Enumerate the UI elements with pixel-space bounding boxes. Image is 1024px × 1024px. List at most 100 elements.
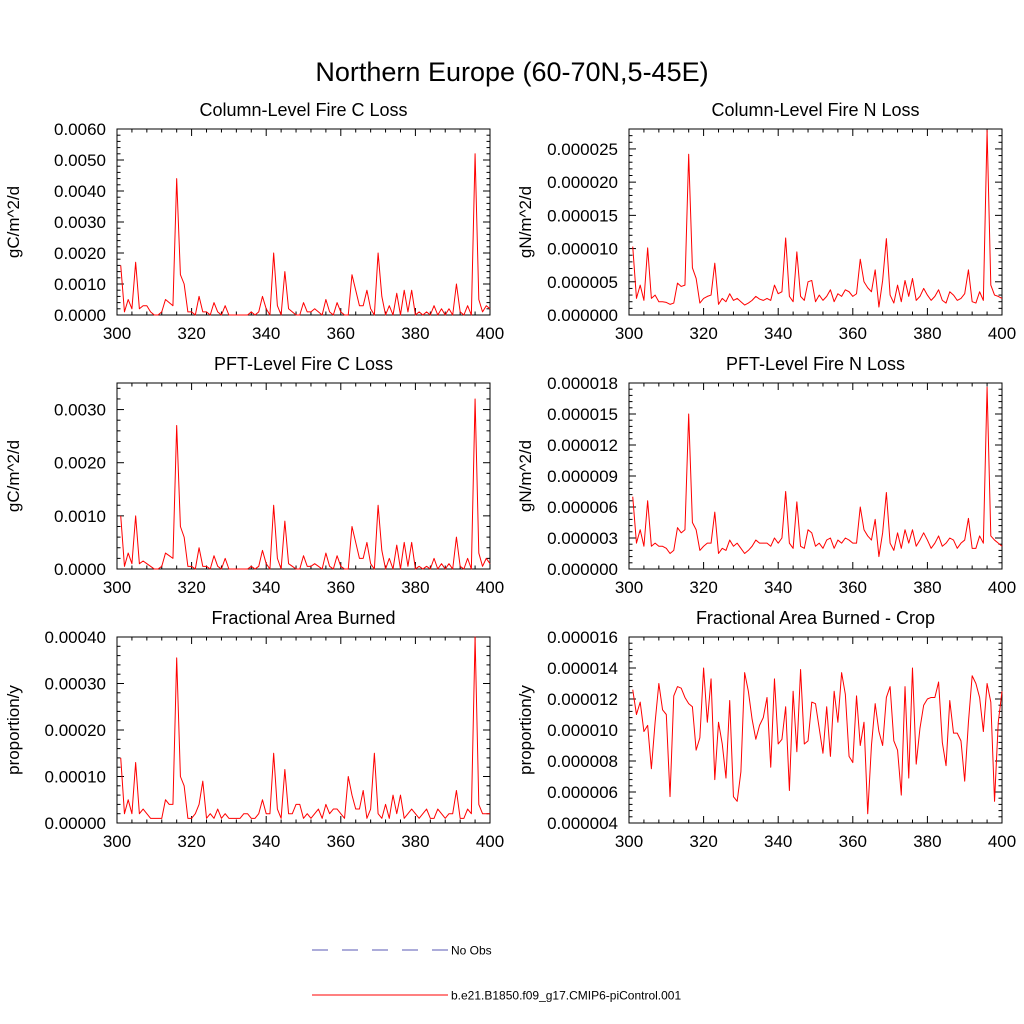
x-tick-label: 400 <box>476 832 504 851</box>
y-tick-label: 0.00040 <box>45 628 106 647</box>
y-tick-label: 0.000000 <box>547 560 618 579</box>
x-tick-label: 380 <box>401 324 429 343</box>
y-tick-label: 0.0020 <box>54 454 106 473</box>
y-tick-label: 0.000009 <box>547 467 618 486</box>
x-tick-label: 360 <box>327 832 355 851</box>
panel-title: Column-Level Fire N Loss <box>711 100 919 120</box>
x-tick-label: 320 <box>689 324 717 343</box>
y-tick-label: 0.000010 <box>547 721 618 740</box>
y-tick-label: 0.000015 <box>547 405 618 424</box>
y-axis-label: gN/m^2/d <box>516 186 535 258</box>
x-tick-label: 380 <box>401 578 429 597</box>
series-line <box>120 398 491 570</box>
x-tick-label: 400 <box>988 578 1016 597</box>
panel-3: 300 320 340 360 380 400 0.0000 0.0010 0.0020 0.00… <box>4 354 504 597</box>
y-tick-label: 0.000000 <box>547 306 618 325</box>
y-tick-label: 0.000020 <box>547 173 618 192</box>
y-tick-label: 0.0030 <box>54 401 106 420</box>
y-tick-label: 0.00030 <box>45 675 106 694</box>
x-tick-label: 320 <box>689 832 717 851</box>
x-tick-label: 380 <box>401 832 429 851</box>
y-tick-label: 0.0060 <box>54 120 106 139</box>
x-tick-label: 300 <box>103 324 131 343</box>
y-tick-label: 0.00020 <box>45 721 106 740</box>
x-tick-label: 400 <box>988 324 1016 343</box>
y-tick-label: 0.000016 <box>547 628 618 647</box>
y-tick-label: 0.000014 <box>547 659 618 678</box>
y-tick-label: 0.0030 <box>54 213 106 232</box>
panel-title: Column-Level Fire C Loss <box>199 100 407 120</box>
x-tick-label: 320 <box>177 324 205 343</box>
plot-frame <box>628 636 1003 824</box>
y-tick-label: 0.0000 <box>54 306 106 325</box>
panel-5: 300 320 340 360 380 400 0.00000 0.00010 0.00020 0… <box>4 608 504 851</box>
y-tick-label: 0.000012 <box>547 690 618 709</box>
y-axis-label: gC/m^2/d <box>4 440 23 512</box>
x-tick-label: 360 <box>839 324 867 343</box>
x-tick-label: 360 <box>327 324 355 343</box>
y-tick-label: 0.0010 <box>54 507 106 526</box>
x-tick-label: 380 <box>913 578 941 597</box>
panel-6: 300 320 340 360 380 400 0.000004 0.000006 0.0000… <box>516 608 1016 851</box>
y-tick-label: 0.00010 <box>45 768 106 787</box>
y-axis-label: gN/m^2/d <box>516 440 535 512</box>
plot-frame <box>116 382 491 570</box>
figure-title: Northern Europe (60-70N,5-45E) <box>315 57 708 87</box>
y-tick-label: 0.000025 <box>547 140 618 159</box>
panel-title: PFT-Level Fire C Loss <box>214 354 393 374</box>
y-tick-label: 0.000010 <box>547 240 618 259</box>
x-tick-label: 300 <box>615 832 643 851</box>
x-tick-label: 400 <box>476 324 504 343</box>
panel-title: Fractional Area Burned - Crop <box>696 608 935 628</box>
series-line <box>632 129 1003 308</box>
x-tick-label: 340 <box>764 324 792 343</box>
x-tick-label: 300 <box>615 324 643 343</box>
series-line <box>120 636 490 819</box>
panels: 300 320 340 360 380 400 0.0000 0.0010 0.0020 0.00… <box>4 100 1016 851</box>
plot-frame <box>628 382 1003 570</box>
y-axis-label: gC/m^2/d <box>4 186 23 258</box>
x-tick-label: 320 <box>177 832 205 851</box>
legend: No Obs b.e21.B1850.f09_g17.CMIP6-piContr… <box>312 944 681 1003</box>
x-tick-label: 300 <box>103 832 131 851</box>
panel-4: 300 320 340 360 380 400 0.000000 0.000003 0.0000… <box>516 354 1016 597</box>
y-tick-label: 0.0020 <box>54 244 106 263</box>
y-tick-label: 0.000018 <box>547 374 618 393</box>
x-tick-label: 340 <box>252 324 280 343</box>
y-tick-label: 0.0050 <box>54 151 106 170</box>
x-tick-label: 340 <box>764 578 792 597</box>
x-tick-label: 340 <box>764 832 792 851</box>
x-tick-label: 360 <box>327 578 355 597</box>
series-line <box>120 153 491 316</box>
y-axis-label: proportion/y <box>4 685 23 775</box>
x-tick-label: 360 <box>839 832 867 851</box>
panel-title: Fractional Area Burned <box>211 608 395 628</box>
x-tick-label: 360 <box>839 578 867 597</box>
legend-label-no-obs: No Obs <box>451 944 492 958</box>
series-line <box>632 386 1003 558</box>
series-line <box>632 667 1003 815</box>
y-tick-label: 0.000008 <box>547 752 618 771</box>
plot-frame <box>116 128 491 316</box>
y-tick-label: 0.0010 <box>54 275 106 294</box>
y-tick-label: 0.000006 <box>547 783 618 802</box>
y-tick-label: 0.000004 <box>547 814 618 833</box>
x-tick-label: 340 <box>252 578 280 597</box>
y-tick-label: 0.00000 <box>45 814 106 833</box>
y-axis-label: proportion/y <box>516 685 535 775</box>
x-tick-label: 380 <box>913 832 941 851</box>
x-tick-label: 300 <box>103 578 131 597</box>
y-tick-label: 0.000012 <box>547 436 618 455</box>
y-tick-label: 0.0000 <box>54 560 106 579</box>
panel-title: PFT-Level Fire N Loss <box>726 354 905 374</box>
panel-1: 300 320 340 360 380 400 0.0000 0.0010 0.0020 0.00… <box>4 100 504 343</box>
x-tick-label: 380 <box>913 324 941 343</box>
y-tick-label: 0.000015 <box>547 206 618 225</box>
x-tick-label: 300 <box>615 578 643 597</box>
y-tick-label: 0.000006 <box>547 498 618 517</box>
y-tick-label: 0.0040 <box>54 182 106 201</box>
y-tick-label: 0.000005 <box>547 273 618 292</box>
panel-2: 300 320 340 360 380 400 0.000000 0.000005 0.0000… <box>516 100 1016 343</box>
x-tick-label: 340 <box>252 832 280 851</box>
